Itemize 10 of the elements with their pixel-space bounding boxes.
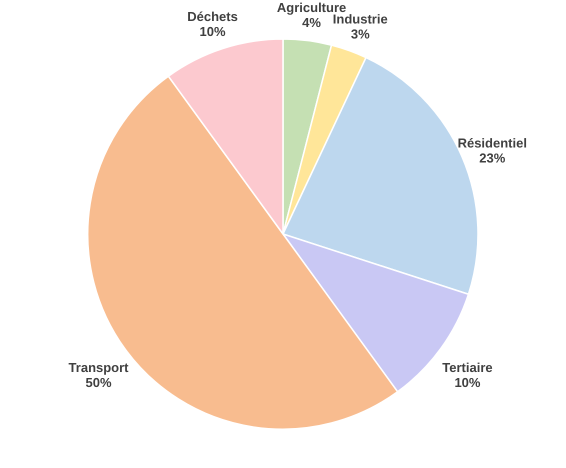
- slice-label: Transport: [68, 360, 130, 376]
- data-label: 50%: [86, 375, 112, 390]
- slice-label: Tertiaire: [442, 360, 493, 376]
- slice-label: Déchets: [187, 9, 238, 24]
- data-label: 10%: [200, 24, 226, 40]
- data-label: 3%: [350, 26, 370, 42]
- data-label: 4%: [302, 14, 322, 30]
- data-label: 23%: [479, 150, 506, 166]
- data-label: 10%: [454, 375, 481, 390]
- slice-label: Résidentiel: [458, 135, 527, 150]
